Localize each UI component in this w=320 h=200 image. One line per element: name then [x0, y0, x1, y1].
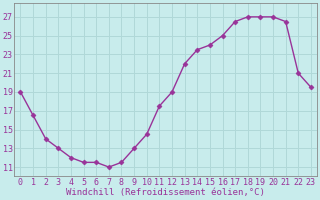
X-axis label: Windchill (Refroidissement éolien,°C): Windchill (Refroidissement éolien,°C): [66, 188, 265, 197]
